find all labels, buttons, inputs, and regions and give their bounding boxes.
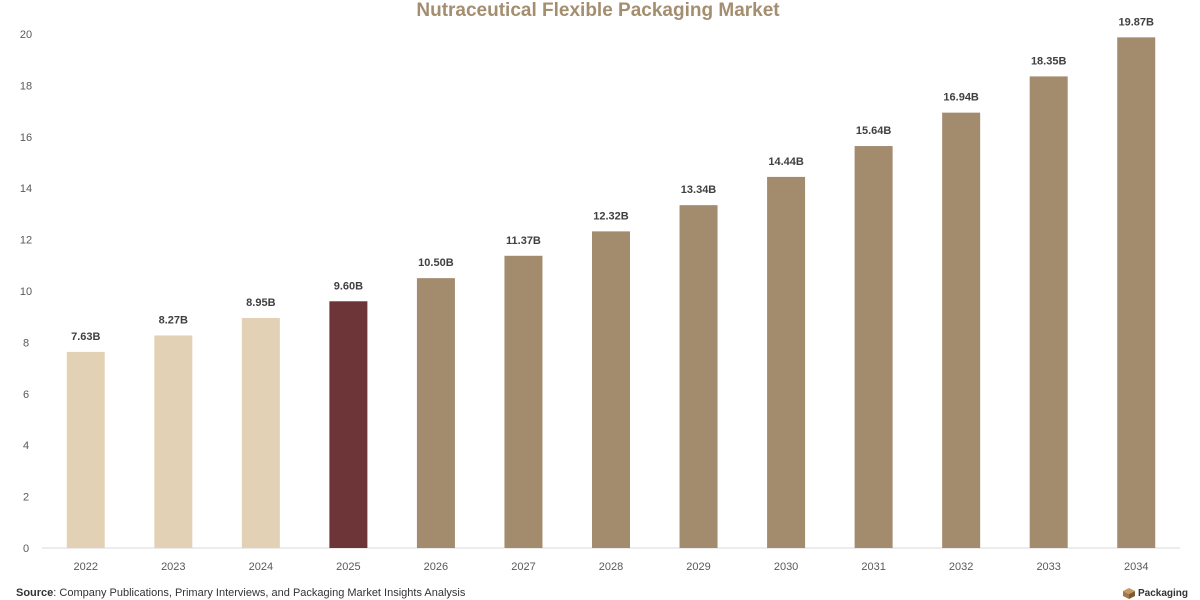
y-axis-ticks: 0 2 4 6 8 10 12 14 16 18 20: [20, 29, 32, 555]
y-tick-label: 12: [20, 235, 32, 247]
chart-title: Nutraceutical Flexible Packaging Market: [416, 0, 780, 21]
y-tick-label: 20: [20, 29, 32, 41]
value-label: 16.94B: [943, 92, 979, 104]
bar-2023: [154, 335, 193, 548]
value-label: 14.44B: [768, 156, 804, 168]
brand-logo: Packaging: [1122, 588, 1188, 599]
source-text: : Company Publications, Primary Intervie…: [53, 587, 466, 599]
value-label: 13.34B: [681, 184, 717, 196]
bar-2028: [592, 231, 630, 548]
value-label: 9.60B: [334, 280, 363, 292]
y-tick-label: 10: [20, 286, 32, 298]
bar-2025: [329, 301, 368, 548]
source-note: Source: Company Publications, Primary In…: [16, 586, 465, 600]
value-label: 15.64B: [856, 125, 892, 137]
y-tick-label: 14: [20, 183, 32, 195]
y-tick-label: 4: [23, 440, 29, 452]
y-tick-label: 2: [23, 492, 29, 504]
value-label: 10.50B: [418, 257, 454, 269]
y-tick-label: 0: [23, 543, 29, 555]
value-label: 12.32B: [593, 210, 629, 222]
x-tick-label: 2025: [336, 561, 360, 573]
bars-group: [66, 37, 1156, 549]
value-label: 7.63B: [71, 331, 100, 343]
y-tick-label: 6: [23, 389, 29, 401]
y-tick-label: 18: [20, 80, 32, 92]
x-tick-label: 2027: [511, 561, 535, 573]
x-tick-label: 2032: [949, 561, 973, 573]
source-label: Source: [16, 587, 54, 599]
x-tick-label: 2034: [1124, 561, 1148, 573]
y-tick-label: 8: [23, 337, 29, 349]
bar-2026: [416, 278, 455, 548]
box-icon: [1122, 588, 1135, 599]
bar-2034: [1117, 37, 1156, 548]
x-tick-label: 2033: [1036, 561, 1060, 573]
value-label: 19.87B: [1118, 16, 1154, 28]
value-label: 11.37B: [506, 235, 541, 247]
value-label: 8.95B: [246, 297, 275, 309]
x-tick-label: 2023: [161, 561, 185, 573]
x-axis-ticks: 2022 2023 2024 2025 2026 2027 2028 2029 2030 2031…: [74, 561, 1149, 573]
bar-2033: [1029, 76, 1068, 548]
bar-2027: [504, 255, 543, 548]
bar-2032: [942, 112, 981, 548]
bar-2022: [66, 351, 105, 548]
value-label: 18.35B: [1031, 55, 1067, 67]
bar-2024: [241, 317, 280, 548]
x-tick-label: 2028: [599, 561, 623, 573]
y-tick-label: 16: [20, 132, 32, 144]
brand-text: Packaging: [1137, 588, 1188, 599]
value-label: 8.27B: [159, 314, 188, 326]
x-tick-label: 2029: [686, 561, 710, 573]
bar-2030: [767, 176, 806, 548]
x-tick-label: 2022: [74, 561, 98, 573]
x-tick-label: 2026: [424, 561, 448, 573]
bar-2029: [679, 205, 718, 549]
x-tick-label: 2030: [774, 561, 798, 573]
x-tick-label: 2024: [249, 561, 273, 573]
x-tick-label: 2031: [861, 561, 885, 573]
value-labels-group: 7.63B 8.27B 8.95B 9.60B 10.50B 11.37B 12.32B 13…: [71, 16, 1154, 343]
bar-2031: [854, 146, 893, 548]
